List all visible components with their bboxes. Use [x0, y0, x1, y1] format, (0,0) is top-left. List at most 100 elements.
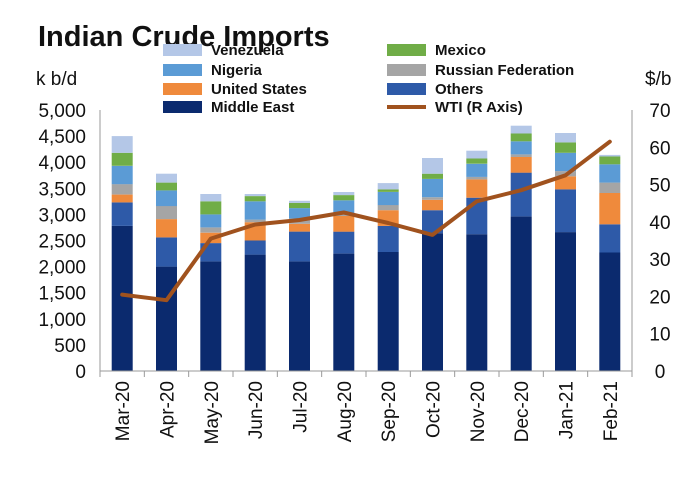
bar-others [156, 237, 177, 267]
bar-nigeria [333, 200, 355, 214]
bar-middle-east [244, 254, 266, 371]
legend-swatch [387, 64, 426, 76]
left-axis-ticks: 0 500 1,000 1,500 2,000 2,500 3,000 3,500 4,000 4… [38, 101, 86, 383]
legend-item-middle-east: Middle East [163, 99, 294, 116]
right-axis-unit: $/b [645, 69, 671, 90]
bar-mexico [111, 152, 133, 166]
bar-united-states [466, 179, 488, 198]
legend-swatch [387, 44, 426, 56]
bar-venezuela [289, 200, 310, 203]
x-axis-ticks: Mar-20 Apr-20 May-20 Jun-20 Jul-20 Aug-20 Sep-… [113, 381, 622, 444]
right-tick-label: 10 [649, 325, 670, 346]
legend-swatch [163, 101, 202, 113]
bar-others [599, 224, 621, 253]
bar-venezuela [333, 192, 355, 196]
bar-united-states [333, 216, 355, 232]
legend-label: Middle East [211, 99, 294, 116]
x-tick-label: Feb-21 [601, 381, 622, 441]
x-tick-label: Nov-20 [468, 381, 489, 442]
right-tick-label: 70 [649, 101, 670, 122]
bar-nigeria [289, 208, 310, 219]
bar-nigeria [422, 178, 443, 198]
x-tick-label: Jul-20 [291, 381, 312, 433]
bar-middle-east [510, 216, 532, 371]
bar-middle-east [333, 253, 355, 371]
bar-nigeria [156, 190, 177, 207]
bar-nigeria [510, 141, 532, 155]
legend-item-united-states: United States [163, 81, 307, 98]
legend-label: United States [211, 81, 307, 98]
x-tick-label: Oct-20 [424, 381, 445, 438]
bar-venezuela [599, 154, 621, 157]
x-tick-label: Dec-20 [512, 381, 533, 442]
bar-nigeria [555, 152, 576, 172]
right-axis-ticks: 0 10 20 30 40 50 60 70 [649, 101, 670, 383]
bar-middle-east [111, 225, 133, 371]
bar-others [333, 231, 355, 254]
bar-others [289, 231, 310, 262]
wti-line-series [120, 139, 612, 303]
bar-russian-federation [510, 154, 532, 157]
bar-russian-federation [466, 176, 488, 180]
stacked-bars [111, 125, 621, 371]
left-tick-label: 1,000 [38, 310, 86, 331]
legend-item-nigeria: Nigeria [163, 62, 263, 79]
bar-russian-federation [244, 219, 266, 223]
legend-swatch [387, 83, 426, 95]
bar-russian-federation [200, 227, 222, 233]
left-tick-label: 2,000 [38, 258, 86, 279]
bar-others [555, 189, 576, 233]
right-tick-label: 30 [649, 250, 670, 271]
legend-label: WTI (R Axis) [435, 99, 523, 116]
legend-label: Others [435, 81, 483, 98]
left-tick-label: 3,000 [38, 205, 86, 226]
bar-middle-east [555, 232, 576, 371]
bar-middle-east [289, 261, 310, 371]
left-tick-label: 4,500 [38, 127, 86, 148]
bar-mexico [377, 189, 399, 192]
left-axis-unit: k b/d [36, 69, 77, 90]
legend-label: Russian Federation [435, 62, 574, 79]
left-tick-label: 0 [75, 362, 86, 383]
legend-item-russian-federation: Russian Federation [387, 62, 574, 79]
left-tick-label: 2,500 [38, 232, 86, 253]
bar-nigeria [377, 192, 399, 206]
bar-united-states [422, 199, 443, 211]
bar-united-states [111, 194, 133, 203]
right-tick-label: 60 [649, 138, 670, 159]
axes [99, 110, 633, 377]
x-tick-label: Aug-20 [335, 381, 356, 442]
x-tick-label: Apr-20 [158, 381, 179, 438]
bar-middle-east [422, 233, 443, 371]
bar-venezuela [377, 183, 399, 190]
legend-label: Venezuela [211, 42, 284, 59]
legend-swatch [163, 44, 202, 56]
legend-item-wti-r-axis: WTI (R Axis) [387, 99, 523, 116]
bar-others [244, 240, 266, 255]
bar-mexico [555, 142, 576, 153]
bar-united-states [156, 219, 177, 238]
bar-russian-federation [111, 184, 133, 195]
bar-venezuela [200, 194, 222, 202]
bar-middle-east [200, 261, 222, 371]
bar-middle-east [466, 234, 488, 371]
left-tick-label: 500 [54, 336, 86, 357]
bar-nigeria [599, 164, 621, 183]
bar-venezuela [510, 125, 532, 134]
bar-others [111, 202, 133, 226]
bar-united-states [599, 193, 621, 225]
bar-nigeria [244, 201, 266, 220]
bar-mexico [244, 196, 266, 202]
bar-middle-east [377, 252, 399, 371]
bar-others [422, 210, 443, 234]
legend-swatch [163, 64, 202, 76]
bar-russian-federation [422, 197, 443, 200]
bar-mexico [599, 156, 621, 165]
bar-venezuela [156, 173, 177, 183]
wti-line [120, 139, 612, 303]
bar-nigeria [200, 214, 222, 228]
bar-mexico [422, 173, 443, 179]
bar-middle-east [156, 266, 177, 371]
